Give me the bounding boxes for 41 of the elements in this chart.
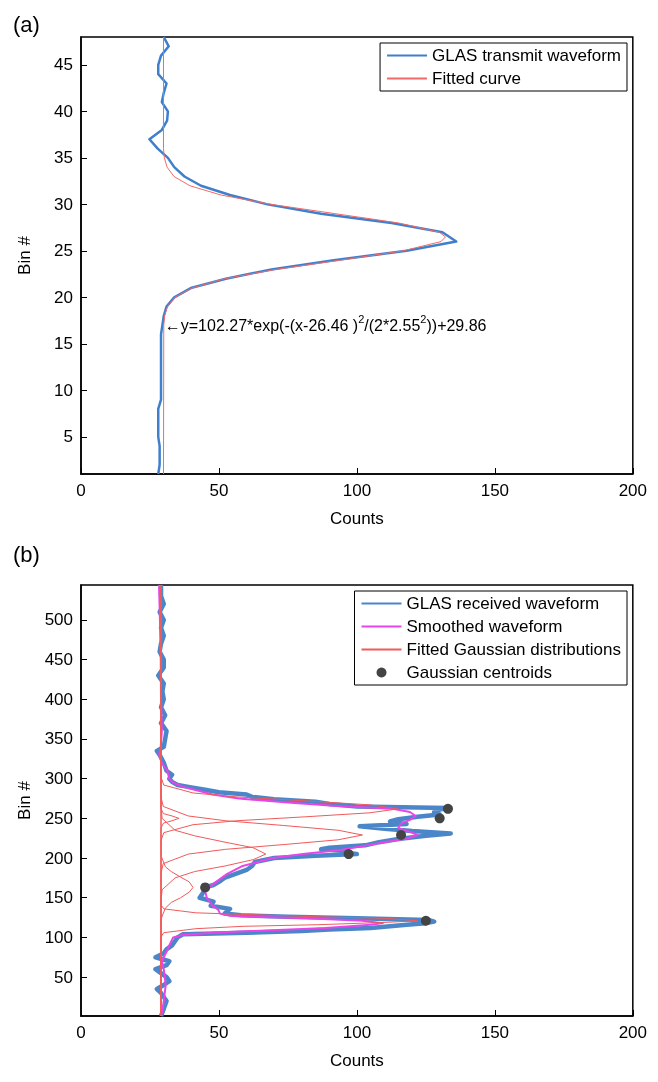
x-tick-label: 50 xyxy=(209,1023,229,1042)
y-axis-title: Bin # xyxy=(15,235,34,275)
legend-label: Smoothed waveform xyxy=(406,617,563,636)
x-tick-label: 200 xyxy=(618,481,648,500)
y-tick-label: 20 xyxy=(54,287,73,307)
y-tick-label: 100 xyxy=(44,927,73,947)
y-tick-label: 200 xyxy=(44,848,73,868)
x-tick-label: 0 xyxy=(76,1023,86,1042)
x-tick-label: 100 xyxy=(342,481,372,500)
y-tick-label: 40 xyxy=(54,101,73,121)
y-tick-label: 10 xyxy=(54,380,73,400)
legend-label: GLAS transmit waveform xyxy=(432,46,622,65)
x-axis-title: Counts xyxy=(329,1051,384,1070)
y-tick-label: 5 xyxy=(63,427,73,447)
y-axis-title: Bin # xyxy=(15,780,34,820)
x-tick-label: 150 xyxy=(480,1023,510,1042)
y-tick-label: 350 xyxy=(44,729,73,749)
y-tick-label: 450 xyxy=(44,650,73,670)
legend-label: Fitted curve xyxy=(432,69,521,88)
x-tick-label: 50 xyxy=(209,481,229,500)
y-tick-label: 45 xyxy=(54,55,73,75)
y-tick-label: 15 xyxy=(54,334,73,354)
chart-title: (a) xyxy=(13,11,40,37)
y-tick-label: 25 xyxy=(54,241,73,261)
y-tick-label: 500 xyxy=(44,610,73,630)
y-tick-label: 150 xyxy=(44,888,73,908)
chart-title: (b) xyxy=(13,541,40,567)
y-tick-label: 300 xyxy=(44,769,73,789)
y-tick-label: 30 xyxy=(54,194,73,214)
y-tick-label: 250 xyxy=(44,808,73,828)
x-tick-label: 0 xyxy=(76,481,86,500)
x-tick-label: 100 xyxy=(342,1023,372,1042)
y-tick-label: 50 xyxy=(54,967,73,987)
y-tick-label: 35 xyxy=(54,148,73,168)
x-tick-label: 150 xyxy=(480,481,510,500)
y-tick-label: 400 xyxy=(44,689,73,709)
legend-label: Fitted Gaussian distributions xyxy=(406,640,622,659)
legend-label: Gaussian centroids xyxy=(406,663,553,682)
x-axis-title: Counts xyxy=(329,509,384,528)
x-tick-label: 200 xyxy=(618,1023,648,1042)
legend-label: GLAS received waveform xyxy=(406,594,600,613)
